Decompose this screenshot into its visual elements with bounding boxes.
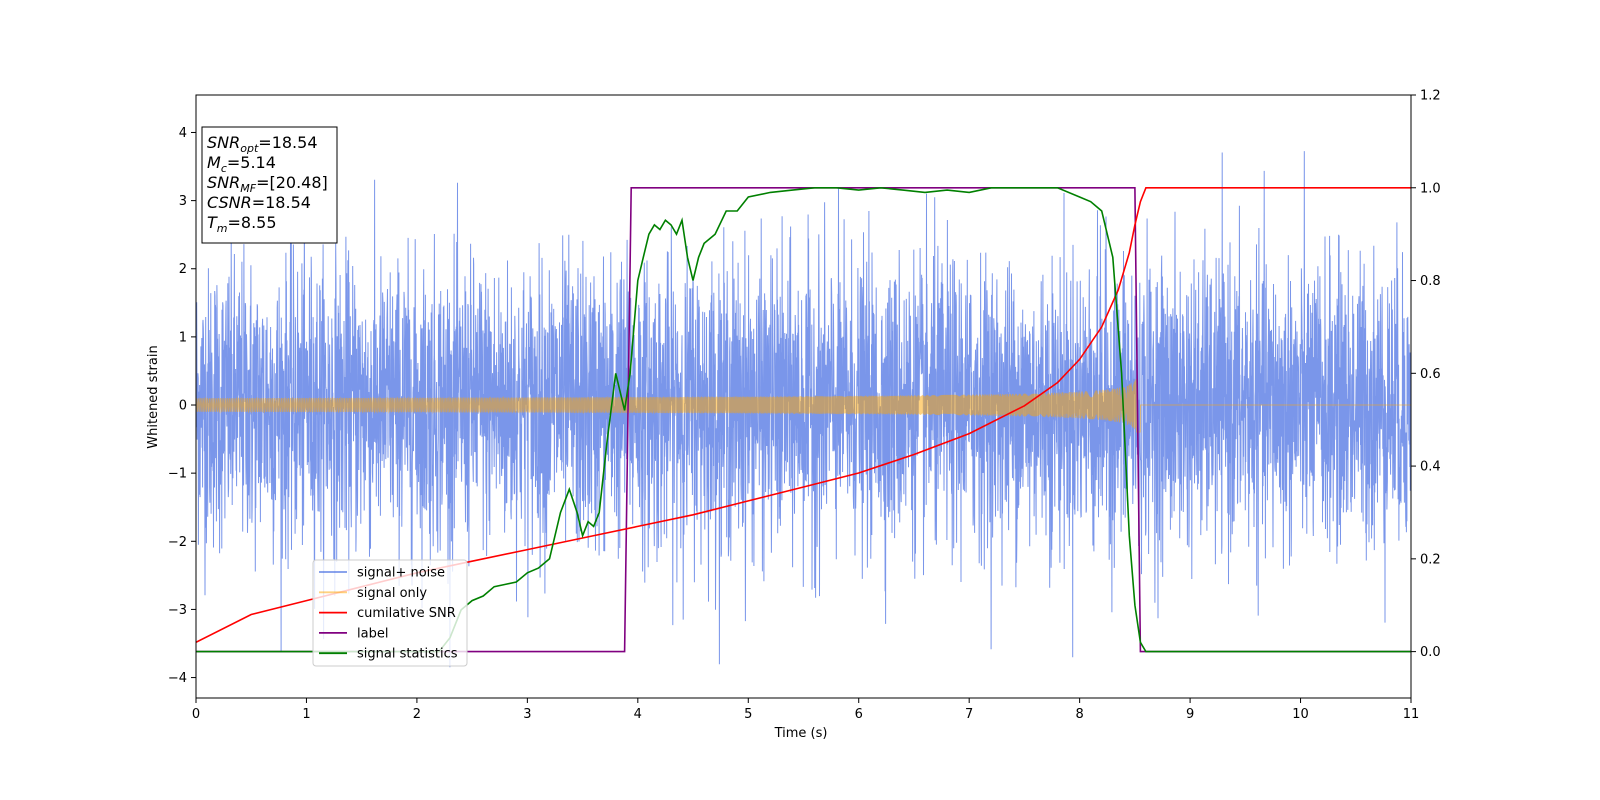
y-left-tick-label: −2 xyxy=(168,535,187,550)
x-tick-label: 0 xyxy=(192,707,200,722)
info-value: =8.55 xyxy=(228,213,277,232)
info-symbol: SNR xyxy=(207,133,240,152)
info-line: SNRMF=[20.48] xyxy=(207,173,328,195)
info-subscript: MF xyxy=(240,182,256,195)
x-tick-label: 9 xyxy=(1186,707,1194,722)
info-line: CSNR=18.54 xyxy=(207,193,311,212)
y-right-tick-label: 1.0 xyxy=(1420,181,1441,196)
signal-statistics-line xyxy=(196,186,1411,653)
info-subscript: opt xyxy=(240,142,259,155)
legend: signal+ noise signal only cumilative SNR la… xyxy=(312,559,468,667)
x-tick-label: 10 xyxy=(1292,707,1309,722)
info-line: Mc=5.14 xyxy=(207,153,276,175)
x-tick-label: 8 xyxy=(1075,707,1083,722)
signal-only-line xyxy=(196,378,1411,433)
info-symbol: SNR xyxy=(207,173,240,192)
x-tick-label: 3 xyxy=(523,707,531,722)
info-symbol: M xyxy=(207,153,221,172)
x-tick-label: 4 xyxy=(634,707,642,722)
y-left-tick-label: −4 xyxy=(168,671,187,686)
y-left-tick-label: −3 xyxy=(168,603,187,618)
x-tick-label: 11 xyxy=(1403,707,1420,722)
info-value: =18.54 xyxy=(252,193,311,212)
legend-label: signal statistics xyxy=(357,647,458,662)
x-axis: 0 1 2 3 4 5 6 7 8 9 10 11 xyxy=(192,698,1419,722)
signal-only-series xyxy=(196,378,1411,433)
legend-label: label xyxy=(357,626,388,641)
x-tick-label: 7 xyxy=(965,707,973,722)
info-subscript: m xyxy=(217,222,228,235)
x-tick-label: 1 xyxy=(302,707,310,722)
info-line: SNRopt=18.54 xyxy=(207,133,318,155)
y-axis-left: −4 −3 −2 −1 0 1 2 3 4 xyxy=(168,126,196,686)
y-left-tick-label: −1 xyxy=(168,467,187,482)
y-left-tick-label: 1 xyxy=(179,330,187,345)
y-right-tick-label: 0.2 xyxy=(1420,552,1441,567)
x-tick-label: 6 xyxy=(855,707,863,722)
legend-label: signal only xyxy=(357,586,427,601)
info-symbol: CSNR xyxy=(207,193,252,212)
y-left-tick-label: 0 xyxy=(179,399,187,414)
info-line: Tm=8.55 xyxy=(207,213,277,235)
y-right-tick-label: 0.0 xyxy=(1420,645,1441,660)
info-box-frame xyxy=(201,126,338,244)
legend-label: signal+ noise xyxy=(357,566,445,581)
info-box: SNRopt=18.54Mc=5.14SNRMF=[20.48]CSNR=18.… xyxy=(201,126,338,244)
info-value: =[20.48] xyxy=(256,173,328,192)
y-axis-right: 0.0 0.2 0.4 0.6 0.8 1.0 1.2 xyxy=(1411,89,1441,660)
y-right-tick-label: 0.4 xyxy=(1420,460,1441,475)
legend-frame xyxy=(312,559,468,667)
y-right-tick-label: 0.6 xyxy=(1420,367,1441,382)
x-tick-label: 5 xyxy=(744,707,752,722)
info-subscript: c xyxy=(221,162,227,175)
y-right-tick-label: 1.2 xyxy=(1420,89,1441,104)
y-left-tick-label: 4 xyxy=(179,126,187,141)
legend-label: cumilative SNR xyxy=(357,606,456,621)
info-value: =5.14 xyxy=(227,153,276,172)
y-axis-label: Whitened strain xyxy=(146,345,161,448)
y-left-tick-label: 3 xyxy=(179,194,187,209)
x-tick-label: 2 xyxy=(413,707,421,722)
y-left-tick-label: 2 xyxy=(179,262,187,277)
info-value: =18.54 xyxy=(258,133,317,152)
info-symbol: T xyxy=(207,213,218,232)
y-right-tick-label: 0.8 xyxy=(1420,274,1441,289)
plot-frame xyxy=(195,94,1412,699)
x-axis-label: Time (s) xyxy=(774,726,828,741)
